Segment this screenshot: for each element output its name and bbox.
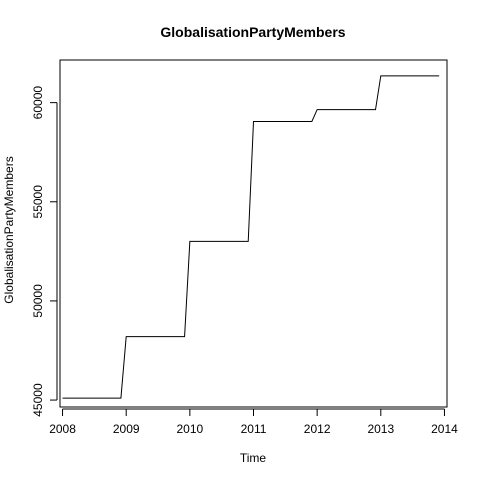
chart-title: GlobalisationPartyMembers [160, 24, 345, 40]
x-tick-label: 2014 [431, 422, 458, 436]
x-tick-label: 2010 [176, 422, 203, 436]
x-tick-label: 2012 [304, 422, 331, 436]
plot-frame [59, 59, 448, 408]
x-tick-label: 2008 [49, 422, 76, 436]
y-axis: 45000 50000 55000 60000 [31, 86, 58, 417]
x-tick-label: 2009 [113, 422, 140, 436]
series-line [62, 75, 440, 399]
y-tick-label: 50000 [31, 284, 45, 318]
y-tick-label: 45000 [31, 383, 45, 417]
x-axis-label: Time [240, 451, 267, 465]
x-tick-label: 2011 [241, 422, 267, 436]
x-axis: 2008 2009 2010 2011 2012 2013 2014 [49, 408, 458, 436]
y-tick-label: 60000 [31, 86, 45, 120]
x-tick-label: 2013 [367, 422, 394, 436]
y-axis-label: GlobalisationPartyMembers [2, 156, 16, 303]
y-tick-label: 55000 [31, 185, 45, 219]
